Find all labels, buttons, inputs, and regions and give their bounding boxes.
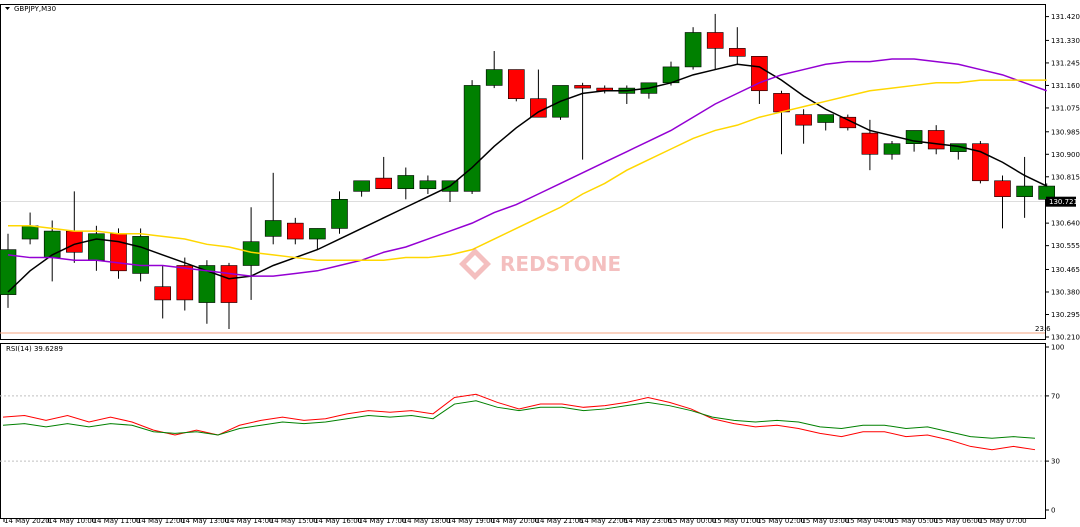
price-tick-label: 130.555 xyxy=(1051,242,1080,250)
candle-body xyxy=(773,93,790,113)
candle-body xyxy=(198,265,216,303)
time-tick-label: 14 May 21:05 xyxy=(536,517,584,525)
time-tick-label: 14 May 10:00 xyxy=(48,517,96,525)
price-tick-label: 131.245 xyxy=(1051,59,1080,67)
price-frame xyxy=(0,4,1046,340)
candle-body xyxy=(66,230,83,253)
watermark-logo: REDSTONE xyxy=(459,248,621,280)
price-tick-label: 130.640 xyxy=(1051,220,1080,228)
fib-level-label: 23.6 xyxy=(1035,325,1051,333)
time-tick-label: 14 May 12:00 xyxy=(137,517,185,525)
dropdown-triangle-icon[interactable] xyxy=(5,7,10,10)
candle-body xyxy=(43,230,61,258)
time-tick-label: 15 May 03:00 xyxy=(801,517,849,525)
rsi-tick-label: 70 xyxy=(1051,392,1060,400)
candle-body xyxy=(264,220,282,237)
time-tick-label: 14 May 15:00 xyxy=(270,517,318,525)
moving-average-line xyxy=(8,79,1047,261)
price-tick-label: 131.160 xyxy=(1051,82,1080,90)
time-tick-label: 15 May 02:00 xyxy=(757,517,805,525)
rsi-tick-label: 0 xyxy=(1051,507,1055,515)
candle-body xyxy=(375,177,393,190)
candle-body xyxy=(220,265,238,303)
candle-body xyxy=(286,222,304,240)
candle-body xyxy=(154,286,171,301)
candle-body xyxy=(397,175,415,190)
candle-body xyxy=(176,265,194,301)
candle-body xyxy=(728,48,746,57)
candle-body xyxy=(331,199,348,229)
price-tick-label: 130.815 xyxy=(1051,173,1080,181)
candle-body xyxy=(309,228,326,240)
candle-body xyxy=(507,69,525,99)
time-tick-label: 14 May 18:00 xyxy=(403,517,451,525)
price-tick-label: 130.465 xyxy=(1051,266,1080,274)
redstone-logo-icon xyxy=(459,248,491,280)
moving-average-line xyxy=(7,58,1047,277)
candle-body xyxy=(21,225,39,240)
candle-body xyxy=(861,132,879,155)
candle-body xyxy=(795,114,812,126)
candle-body xyxy=(972,143,989,182)
current-price-box xyxy=(1046,196,1076,207)
price-tick-label: 130.985 xyxy=(1051,128,1080,136)
rsi-tick-label: 30 xyxy=(1051,458,1060,466)
time-tick-label: 14 May 23:05 xyxy=(624,517,672,525)
candle-body xyxy=(684,32,702,68)
time-tick-label: 14 May 11:00 xyxy=(93,517,141,525)
candle-body xyxy=(1016,185,1033,197)
time-tick-label: 14 May 17:00 xyxy=(358,517,406,525)
candle-body xyxy=(463,85,481,192)
candle-body xyxy=(994,180,1011,197)
time-tick-label: 14 May 19:00 xyxy=(447,517,495,525)
time-tick-label: 15 May 01:00 xyxy=(713,517,761,525)
time-tick-label: 14 May 14:00 xyxy=(226,517,274,525)
time-tick-label: 14 May 2020 xyxy=(4,517,50,525)
rsi-tick-label: 100 xyxy=(1051,344,1064,352)
candle-body xyxy=(419,180,437,190)
candle-body xyxy=(132,236,149,274)
symbol-label: GBPJPY,M30 xyxy=(14,5,56,13)
time-tick-label: 15 May 04:00 xyxy=(846,517,894,525)
time-tick-label: 15 May 06:00 xyxy=(934,517,982,525)
rsi-line xyxy=(2,400,1036,439)
time-tick-label: 14 May 22:05 xyxy=(580,517,628,525)
time-tick-label: 15 May 05:00 xyxy=(890,517,938,525)
candle-body xyxy=(883,143,901,155)
time-tick-label: 15 May 07:00 xyxy=(979,517,1027,525)
candle-body xyxy=(574,85,591,89)
candle-body xyxy=(0,249,17,295)
price-tick-label: 131.075 xyxy=(1051,104,1080,112)
axes: 131.420 131.330 131.245 131.160 131.075 130.9… xyxy=(3,13,1080,525)
candle-body xyxy=(485,69,503,86)
price-tick-label: 130.210 xyxy=(1051,334,1080,342)
candle-body xyxy=(353,180,370,192)
price-tick-label: 130.900 xyxy=(1051,151,1080,159)
current-price-label: 130.721 xyxy=(1049,198,1078,206)
price-tick-label: 131.420 xyxy=(1051,13,1080,21)
rsi-frame xyxy=(0,343,1046,519)
candle-body xyxy=(817,114,835,123)
rsi-panel xyxy=(0,343,1046,519)
price-tick-label: 130.295 xyxy=(1051,311,1080,319)
price-panel: 23.6 xyxy=(0,4,1055,340)
candle-body xyxy=(927,130,945,150)
watermark-text: REDSTONE xyxy=(500,252,621,276)
candle-body xyxy=(706,32,724,49)
price-tick-label: 131.330 xyxy=(1051,37,1080,45)
price-tick-label: 130.380 xyxy=(1051,288,1080,296)
candle-body xyxy=(88,233,105,261)
moving-average-line xyxy=(7,63,1048,293)
candle-body xyxy=(530,98,547,118)
candle-body xyxy=(110,233,127,272)
candle-body xyxy=(839,116,857,129)
time-tick-label: 15 May 00:00 xyxy=(669,517,717,525)
time-tick-label: 14 May 13:00 xyxy=(181,517,229,525)
time-tick-label: 14 May 20:00 xyxy=(491,517,539,525)
time-tick-label: 14 May 16:00 xyxy=(314,517,362,525)
rsi-title: RSI(14) 39.6289 xyxy=(6,345,63,353)
rsi-line xyxy=(2,393,1036,451)
